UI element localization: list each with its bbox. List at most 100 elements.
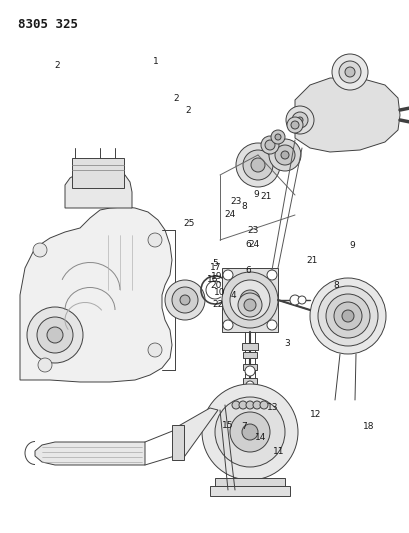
Circle shape xyxy=(344,67,354,77)
Circle shape xyxy=(33,243,47,257)
Text: 2: 2 xyxy=(185,106,191,115)
Circle shape xyxy=(221,272,277,328)
Circle shape xyxy=(266,270,276,280)
Text: 23: 23 xyxy=(247,226,258,235)
Text: 9: 9 xyxy=(253,190,258,199)
Circle shape xyxy=(180,295,189,305)
Text: 25: 25 xyxy=(182,220,194,228)
Text: 21: 21 xyxy=(260,192,272,200)
Circle shape xyxy=(290,121,298,129)
Polygon shape xyxy=(221,268,277,332)
Circle shape xyxy=(237,293,261,317)
Text: 24: 24 xyxy=(248,240,259,248)
Text: 17: 17 xyxy=(209,263,220,272)
Text: 23: 23 xyxy=(229,197,241,206)
Text: 19: 19 xyxy=(210,272,222,280)
Circle shape xyxy=(317,286,377,346)
Text: 8: 8 xyxy=(333,281,338,289)
Circle shape xyxy=(338,61,360,83)
Bar xyxy=(209,486,289,496)
Bar xyxy=(72,158,124,188)
Circle shape xyxy=(239,290,259,310)
Text: 11: 11 xyxy=(272,448,284,456)
Circle shape xyxy=(264,140,274,150)
Text: 3: 3 xyxy=(283,340,289,348)
Circle shape xyxy=(331,54,367,90)
Circle shape xyxy=(38,358,52,372)
Circle shape xyxy=(266,320,276,330)
Circle shape xyxy=(222,320,232,330)
Bar xyxy=(241,343,257,350)
Text: 7: 7 xyxy=(240,422,246,431)
Text: 20: 20 xyxy=(210,281,222,289)
Circle shape xyxy=(214,397,284,467)
Circle shape xyxy=(229,412,270,452)
Circle shape xyxy=(241,424,257,440)
Circle shape xyxy=(261,136,278,154)
Circle shape xyxy=(245,381,254,389)
Bar xyxy=(172,425,184,460)
Circle shape xyxy=(274,145,294,165)
Circle shape xyxy=(243,299,255,311)
Circle shape xyxy=(291,112,307,128)
Polygon shape xyxy=(175,408,218,460)
Text: 16: 16 xyxy=(206,276,218,284)
Circle shape xyxy=(164,280,204,320)
Text: 10: 10 xyxy=(213,288,225,296)
Circle shape xyxy=(268,139,300,171)
Circle shape xyxy=(27,307,83,363)
Circle shape xyxy=(148,233,162,247)
Text: 9: 9 xyxy=(349,241,355,249)
Bar xyxy=(243,364,256,370)
Circle shape xyxy=(250,158,264,172)
Text: 24: 24 xyxy=(224,210,236,219)
Text: 5: 5 xyxy=(212,260,218,268)
Circle shape xyxy=(285,106,313,134)
Polygon shape xyxy=(20,207,172,382)
Polygon shape xyxy=(294,78,399,152)
Text: 2: 2 xyxy=(173,94,179,103)
Circle shape xyxy=(245,366,254,376)
Circle shape xyxy=(259,401,267,409)
Bar xyxy=(243,378,256,385)
Circle shape xyxy=(280,151,288,159)
Circle shape xyxy=(148,343,162,357)
Circle shape xyxy=(172,287,198,313)
Circle shape xyxy=(341,310,353,322)
Text: 12: 12 xyxy=(309,410,321,419)
Circle shape xyxy=(245,401,254,409)
Text: 6: 6 xyxy=(245,240,250,248)
Circle shape xyxy=(309,278,385,354)
Text: 15: 15 xyxy=(221,421,233,430)
Circle shape xyxy=(47,327,63,343)
Polygon shape xyxy=(35,442,145,465)
Circle shape xyxy=(333,302,361,330)
Circle shape xyxy=(252,401,261,409)
Text: 21: 21 xyxy=(305,256,317,264)
Circle shape xyxy=(238,401,246,409)
Circle shape xyxy=(236,143,279,187)
Circle shape xyxy=(222,270,232,280)
Circle shape xyxy=(243,150,272,180)
Text: 8305 325: 8305 325 xyxy=(18,18,78,31)
Circle shape xyxy=(296,117,302,123)
Bar xyxy=(243,352,256,358)
Circle shape xyxy=(289,295,299,305)
Circle shape xyxy=(245,296,254,304)
Text: 2: 2 xyxy=(54,61,60,69)
Text: 1: 1 xyxy=(153,57,158,66)
Circle shape xyxy=(286,117,302,133)
Text: 4: 4 xyxy=(230,292,236,300)
Text: 18: 18 xyxy=(362,422,374,431)
Circle shape xyxy=(229,280,270,320)
Circle shape xyxy=(270,130,284,144)
Text: 6: 6 xyxy=(245,266,250,275)
Bar xyxy=(214,478,284,486)
Circle shape xyxy=(297,296,305,304)
Circle shape xyxy=(202,384,297,480)
Circle shape xyxy=(231,401,239,409)
Circle shape xyxy=(325,294,369,338)
Text: 14: 14 xyxy=(254,433,265,441)
Circle shape xyxy=(37,317,73,353)
Polygon shape xyxy=(65,172,132,208)
